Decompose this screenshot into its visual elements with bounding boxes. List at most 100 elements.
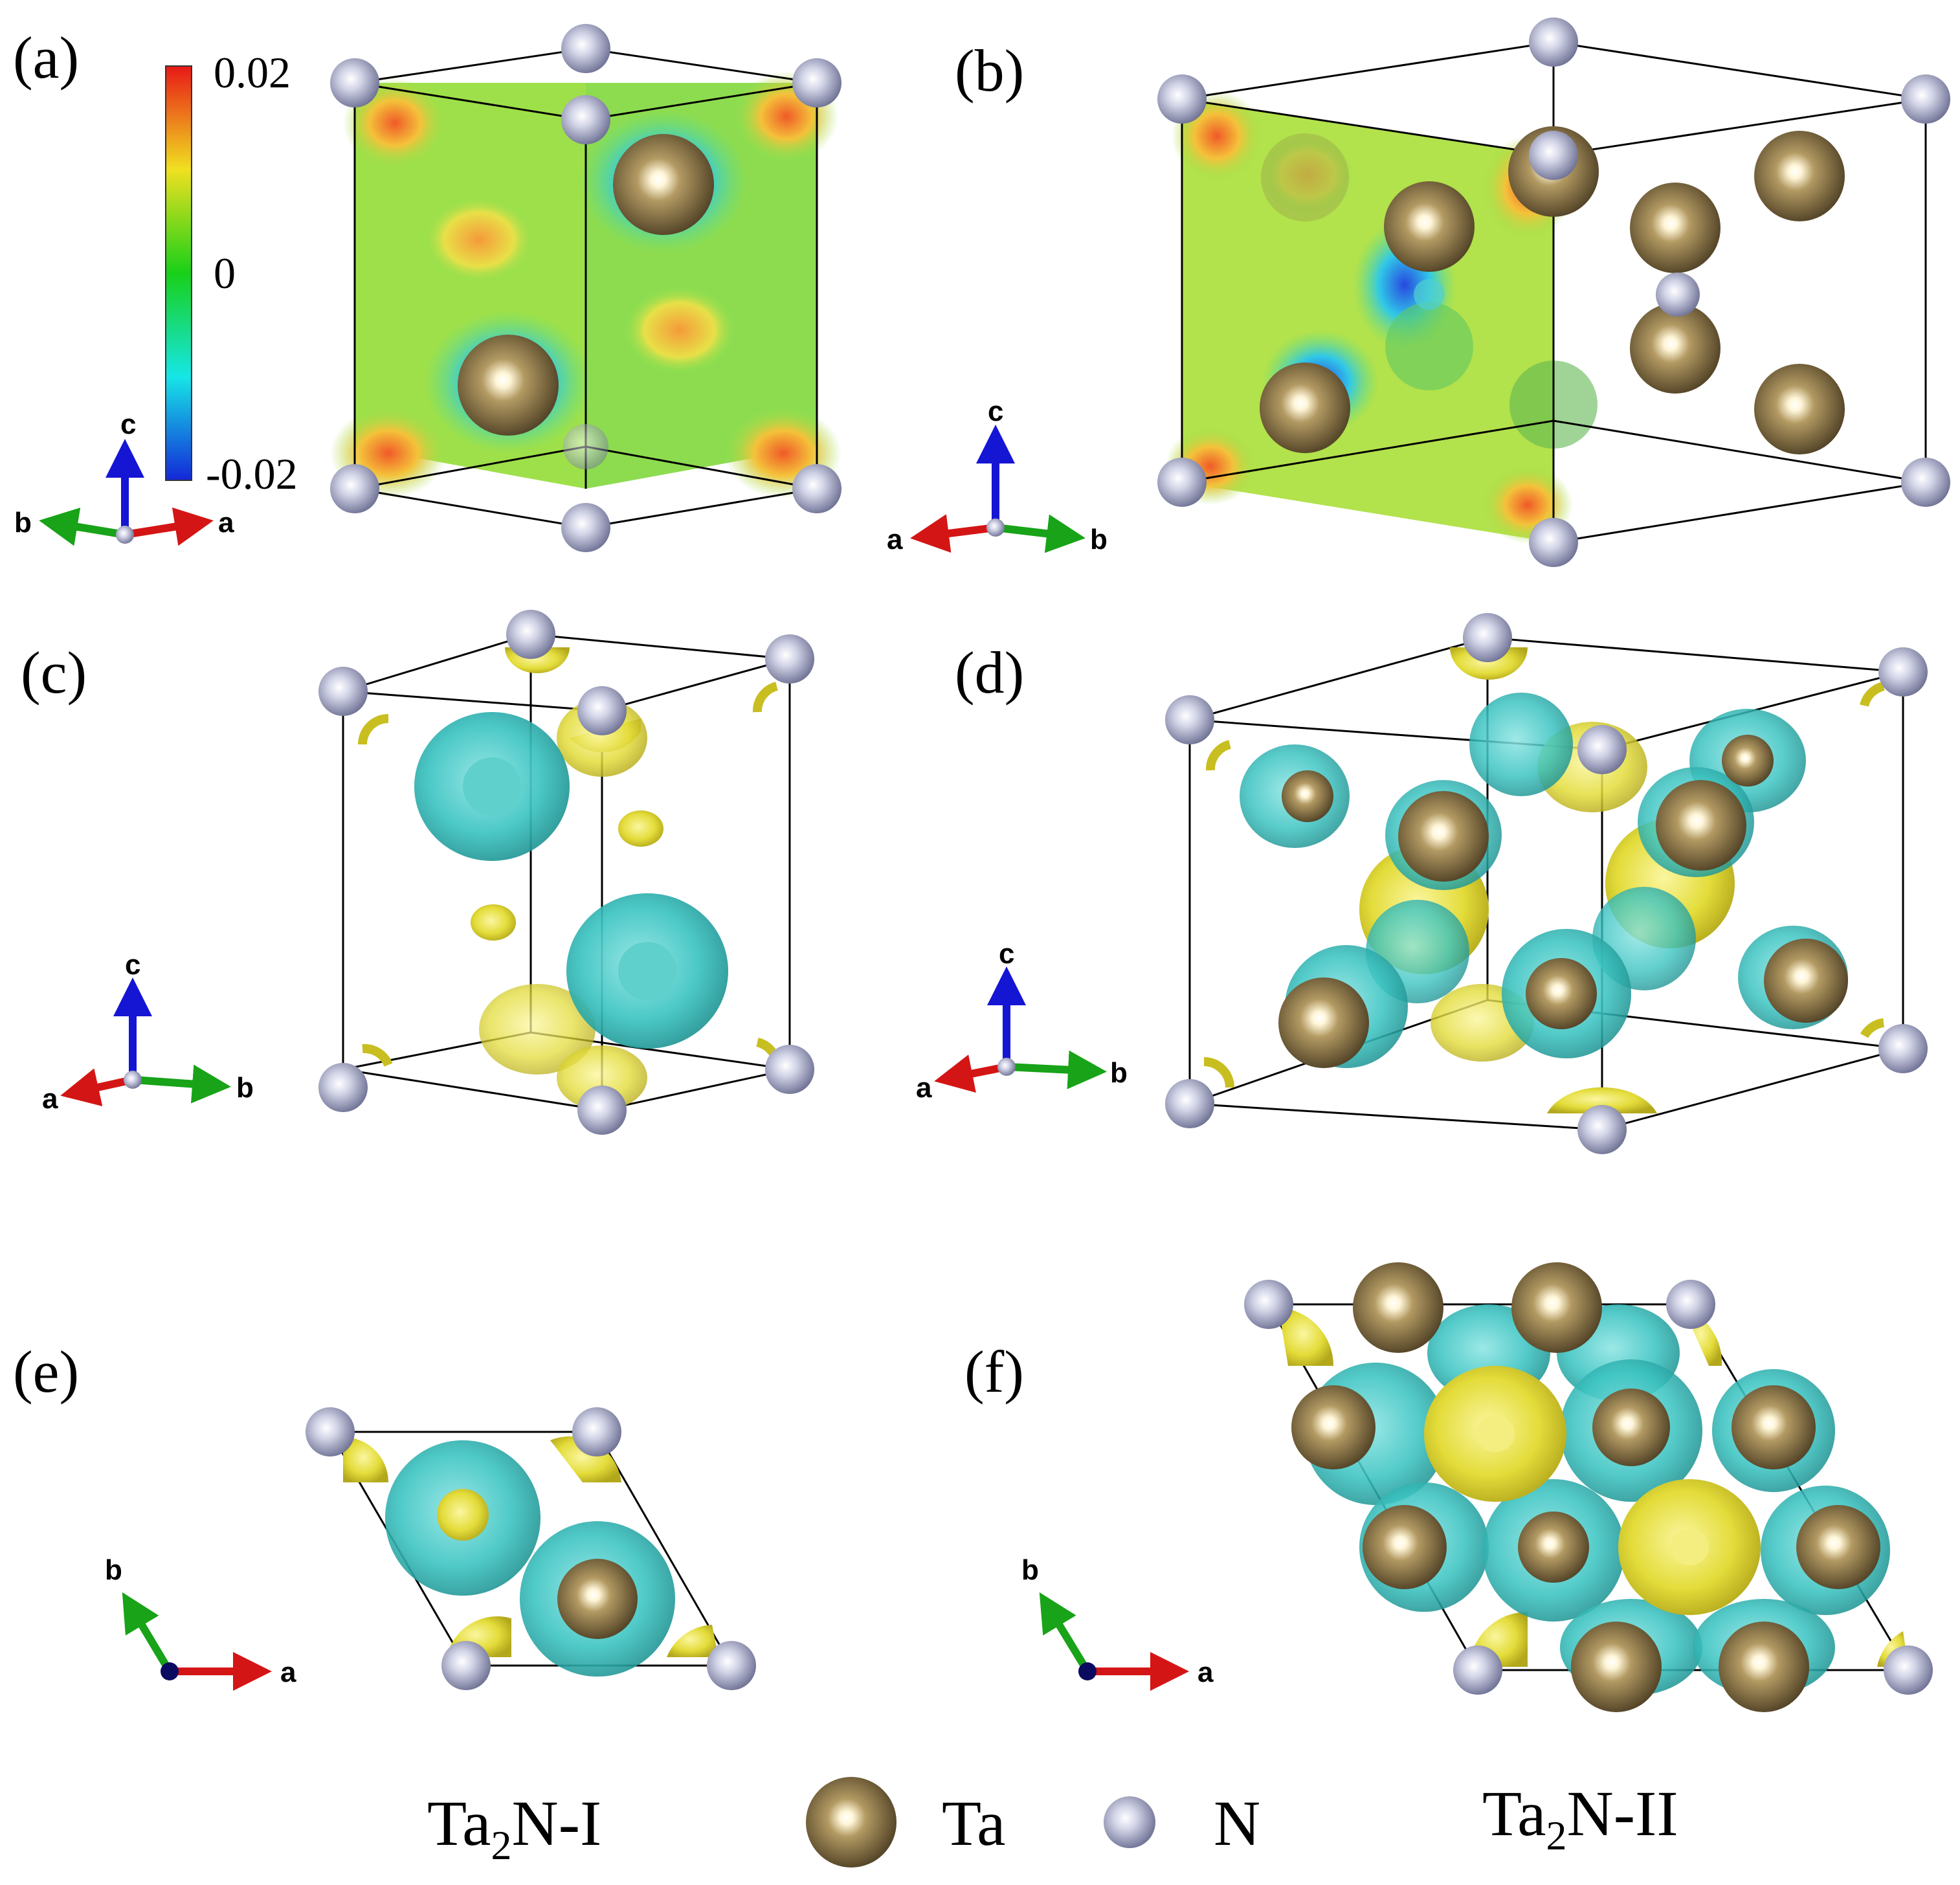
n-atom — [1666, 1280, 1715, 1329]
ta-atom — [1764, 939, 1848, 1023]
axis-b-label: b — [1110, 1057, 1128, 1089]
ta-atom — [1656, 780, 1746, 871]
axis-b-arrow — [995, 514, 1086, 553]
warm-spot — [621, 285, 738, 375]
axis-c-label: c — [120, 408, 136, 440]
axis-b-label: b — [236, 1072, 254, 1104]
axis-a-label: a — [280, 1656, 296, 1688]
legend-ta2n-2: Ta2N-II — [1482, 1778, 1678, 1858]
ta-atom — [1722, 735, 1774, 786]
positive-isosurface — [343, 1437, 388, 1482]
n-atom — [506, 610, 555, 659]
panel-d-label: (d) — [955, 640, 1024, 706]
axis-a-label: a — [218, 507, 234, 539]
colorbar-gradient — [165, 65, 192, 481]
n-atom — [1463, 613, 1512, 662]
axis-c-label: c — [125, 949, 140, 981]
n-atom — [1157, 74, 1207, 124]
positive-isosurface — [471, 904, 516, 941]
ta-atom — [1384, 181, 1475, 272]
positive-isosurface — [479, 984, 596, 1075]
positive-isosurface-core — [1670, 1529, 1709, 1565]
n-atom — [306, 1407, 355, 1456]
negative-isosurface — [1469, 693, 1573, 796]
axis-b-arrow — [132, 1064, 231, 1104]
ta-atom — [1518, 1511, 1589, 1583]
axis-triad: a b — [105, 1554, 296, 1691]
n-atom — [1165, 695, 1214, 744]
positive-isosurface — [1278, 1308, 1334, 1366]
n-atom — [765, 634, 814, 684]
legend: Ta2N-I Ta N Ta2N-II — [427, 1777, 1678, 1868]
axis-origin — [124, 1071, 142, 1089]
n-atom — [561, 503, 610, 552]
ta-atom — [1630, 183, 1721, 273]
n-atom — [441, 1641, 491, 1690]
ta-atom — [557, 1559, 638, 1639]
positive-isosurface — [1860, 682, 1885, 707]
axis-a-arrow — [934, 1054, 1008, 1093]
axis-b-arrow — [1039, 1592, 1091, 1674]
panel-a-label: (a) — [13, 25, 79, 91]
n-atom — [577, 1086, 627, 1135]
axis-a-arrow — [910, 514, 996, 553]
axis-origin — [986, 519, 1005, 537]
colorbar-mid-label: 0 — [214, 249, 236, 298]
axis-a-arrow — [60, 1068, 134, 1106]
ta-atom-ghost — [1385, 302, 1473, 390]
n-atom — [1165, 1079, 1214, 1128]
legend-n-atom — [1104, 1796, 1155, 1848]
positive-isosurface-core — [1476, 1416, 1515, 1452]
n-atom — [1656, 273, 1700, 317]
colorbar-max-label: 0.02 — [214, 48, 291, 97]
ta-atom — [1511, 1262, 1602, 1353]
n-atom — [1901, 458, 1950, 507]
axis-b-label: b — [14, 507, 32, 539]
n-atom — [707, 1641, 756, 1690]
n-atom — [561, 95, 610, 144]
panel-c-label: (c) — [21, 640, 87, 706]
warm-spot — [421, 194, 537, 285]
ta-atom — [458, 335, 559, 436]
ta-atom — [1353, 1262, 1443, 1353]
panel-f-label: (f) — [964, 1339, 1024, 1405]
axis-b-label: b — [105, 1554, 122, 1586]
axis-a-label: a — [916, 1072, 932, 1104]
ta-atom — [1363, 1505, 1447, 1589]
positive-isosurface — [550, 1436, 621, 1482]
axis-triad: c a b — [42, 949, 254, 1115]
n-atom — [1884, 1645, 1933, 1695]
positive-isosurface — [667, 1625, 718, 1657]
n-atom — [318, 1063, 368, 1112]
ta-atom — [1754, 364, 1845, 454]
positive-isosurface — [437, 1489, 489, 1541]
panel-c: (c) — [21, 610, 814, 1135]
axis-origin — [116, 526, 134, 544]
ta-atom-ghost — [1261, 133, 1349, 221]
n-atom — [330, 464, 379, 513]
panel-d: (d) — [916, 613, 1928, 1154]
ta-atom — [1732, 1385, 1816, 1469]
n-atom — [577, 686, 627, 735]
axis-a-label: a — [1197, 1656, 1214, 1688]
positive-isosurface — [1860, 1018, 1885, 1038]
n-atom — [1901, 74, 1950, 124]
panel-a: (a) 0.02 0 -0.02 — [13, 24, 841, 552]
axis-a-label: a — [887, 524, 903, 555]
ta-atom-enclosed — [618, 942, 676, 1000]
axis-b-arrow — [1006, 1050, 1107, 1089]
ta-atom — [1796, 1505, 1880, 1589]
axis-b-label: b — [1021, 1554, 1039, 1586]
n-atom — [330, 58, 379, 107]
positive-isosurface — [1206, 740, 1232, 771]
axis-triad: c a b — [916, 938, 1128, 1104]
n-atom — [1878, 1024, 1928, 1073]
n-atom — [318, 667, 368, 716]
ta-atom — [1291, 1385, 1375, 1469]
axis-b-arrow — [122, 1592, 173, 1674]
legend-ta-atom — [806, 1777, 896, 1868]
axis-a-label: a — [42, 1083, 58, 1115]
axis-a-arrow — [124, 507, 214, 546]
ta-atom — [1278, 977, 1369, 1068]
